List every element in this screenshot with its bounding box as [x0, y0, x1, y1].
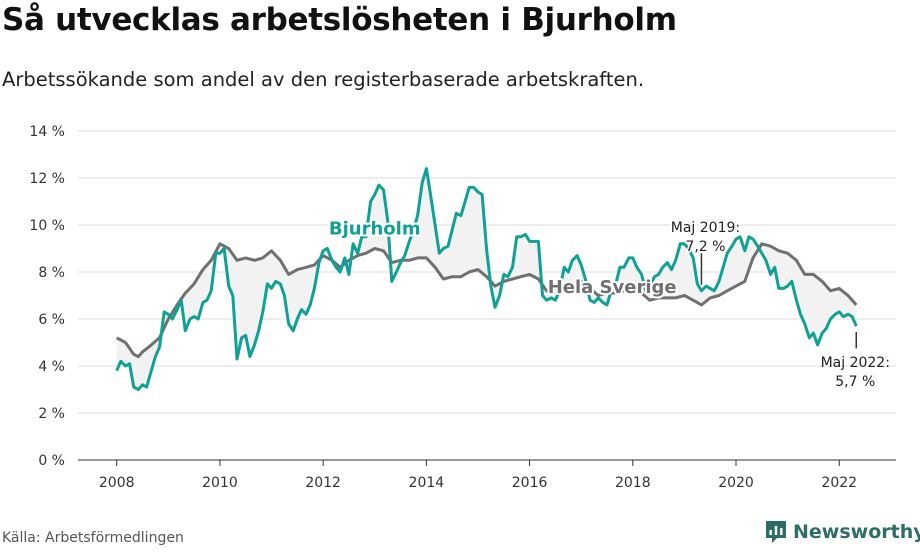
y-tick-label: 14 % [29, 124, 65, 140]
newsworthy-logo-icon [766, 521, 786, 543]
x-tick-label: 2014 [409, 475, 445, 491]
x-axis-labels: 2008 2010 2012 2014 2016 2018 2020 2022 [99, 460, 857, 491]
x-tick-label: 2010 [202, 475, 238, 491]
chart-subtitle: Arbetssökande som andel av den registerb… [2, 68, 645, 91]
annotations: Maj 2019: 7,2 % Maj 2022: 5,7 % [669, 219, 890, 391]
y-tick-label: 8 % [38, 265, 65, 281]
chart-title: Så utvecklas arbetslösheten i Bjurholm [2, 2, 677, 38]
y-tick-label: 10 % [29, 218, 65, 234]
y-tick-label: 6 % [38, 312, 65, 328]
y-tick-label: 12 % [29, 171, 65, 187]
y-tick-label: 4 % [38, 359, 65, 375]
y-axis-labels: 0 % 2 % 4 % 6 % 8 % 10 % 12 % 14 % [29, 124, 65, 469]
annotation-maj2019-line1: 7,2 % [685, 239, 725, 255]
series-label-hela-sverige: Hela Sverige [548, 277, 677, 298]
x-tick-label: 2020 [718, 475, 754, 491]
difference-area [116, 168, 857, 390]
x-tick-label: 2016 [512, 475, 548, 491]
y-tick-label: 0 % [38, 453, 65, 469]
x-tick-label: 2018 [615, 475, 651, 491]
y-tick-label: 2 % [38, 406, 65, 422]
annotation-maj2022-line1: 5,7 % [835, 374, 875, 390]
x-tick-label: 2012 [305, 475, 341, 491]
series-line-bjurholm [115, 167, 858, 391]
annotation-maj2022-line0: Maj 2022: [821, 355, 890, 371]
x-tick-label: 2022 [821, 475, 857, 491]
brand-name: Newsworthy [793, 521, 920, 543]
series-line-hela-sverige [115, 242, 858, 359]
series-label-bjurholm: Bjurholm [329, 218, 421, 239]
brand-logo: Newsworthy [765, 520, 920, 544]
source-note: Källa: Arbetsförmedlingen [2, 530, 184, 546]
x-tick-label: 2008 [99, 475, 135, 491]
annotation-maj2019-line0: Maj 2019: [671, 220, 740, 236]
